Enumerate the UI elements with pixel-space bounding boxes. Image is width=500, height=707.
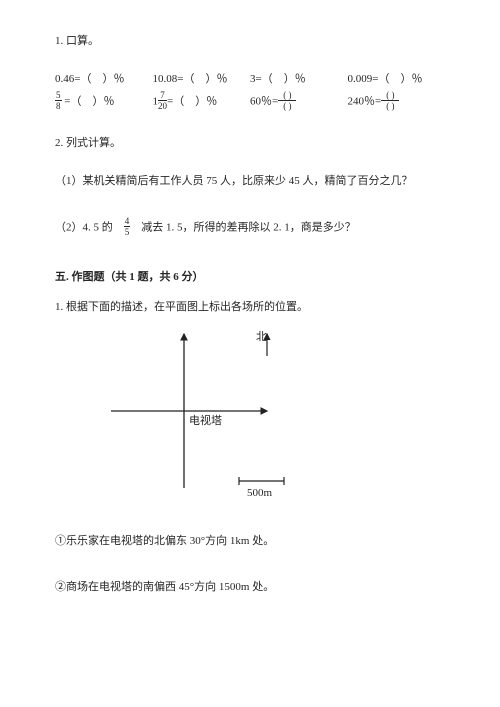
scale-label: 500m [247, 487, 273, 499]
coordinate-diagram: 北 电视塔 500m [99, 326, 445, 514]
q1-r2c2: 1720=（ ）％ [153, 92, 251, 112]
q1-r2c3: 60％=( )( ) [250, 92, 348, 112]
desc-2: ②商场在电视塔的南偏西 45°方向 1500m 处。 [55, 578, 445, 594]
q2-p1: （1）某机关精简后有工作人员 75 人，比原来少 45 人，精简了百分之几？ [55, 172, 445, 188]
axes-svg: 北 电视塔 500m [99, 326, 319, 511]
center-label: 电视塔 [189, 413, 222, 427]
q5-1-title: 1. 根据下面的描述，在平面图上标出各场所的位置。 [55, 298, 445, 314]
q1-r1c4: 0.009=（ ）％ [348, 70, 446, 86]
q1-row2: 58 =（ ）％ 1720=（ ）％ 60％=( )( ) 240％=( )( … [55, 92, 445, 112]
north-label: 北 [256, 330, 267, 343]
q2-p2: （2）4. 5 的 45 减去 1. 5，所得的差再除以 2. 1，商是多少？ [55, 218, 445, 238]
q1-r1c1: 0.46=（ ）％ [55, 70, 153, 86]
q1-row1: 0.46=（ ）％ 10.08=（ ）％ 3=（ ）％ 0.009=（ ）％ [55, 70, 445, 86]
q1-r1c3: 3=（ ）％ [250, 70, 348, 86]
q1-r2c1: 58 =（ ）％ [55, 92, 153, 112]
q2-title: 2. 列式计算。 [55, 134, 445, 150]
q1-r1c2: 10.08=（ ）％ [153, 70, 251, 86]
desc-1: ①乐乐家在电视塔的北偏东 30°方向 1km 处。 [55, 532, 445, 548]
q1-r2c4: 240％=( )( ) [348, 92, 446, 112]
q1-title: 1. 口算。 [55, 32, 445, 48]
section5-title: 五. 作图题（共 1 题，共 6 分） [55, 268, 445, 284]
